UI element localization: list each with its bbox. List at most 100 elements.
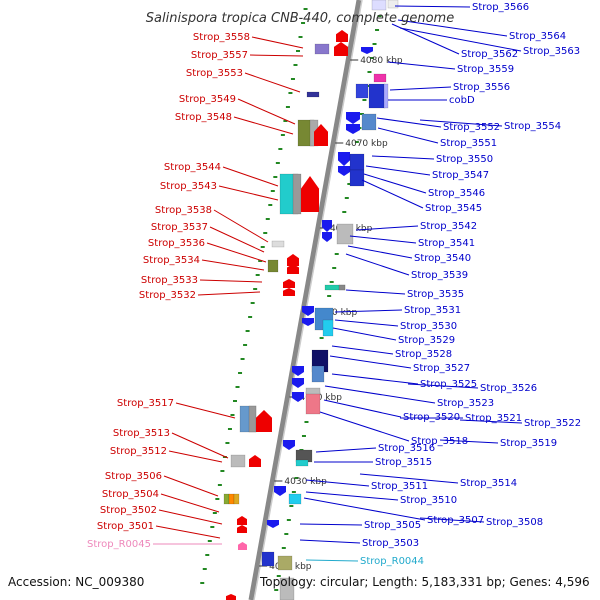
gene-arrow-reverse bbox=[292, 366, 304, 376]
tick-mark bbox=[240, 358, 245, 360]
gene-label-left: Strop_3553 bbox=[186, 68, 243, 79]
gene-label-right: Strop_3525 bbox=[420, 379, 477, 390]
leader-line bbox=[155, 525, 221, 539]
gene-label-right: Strop_3545 bbox=[425, 203, 482, 214]
gene-label-right: Strop_3566 bbox=[472, 2, 529, 13]
tick-mark bbox=[220, 470, 225, 472]
gene-label-right: Strop_R0044 bbox=[360, 556, 424, 567]
tick-mark bbox=[268, 204, 273, 206]
gene-label-right: Strop_3508 bbox=[486, 517, 543, 528]
gene-box bbox=[322, 319, 334, 337]
tick-mark bbox=[377, 15, 382, 17]
gene-label-left: Strop_3512 bbox=[110, 446, 167, 457]
tick-mark bbox=[284, 533, 289, 535]
tick-mark bbox=[230, 414, 235, 416]
gene-label-left: Strop_3538 bbox=[155, 205, 212, 216]
gene-arrow-forward bbox=[226, 594, 236, 600]
topology-text: Topology: circular; Length: 5,183,331 bp… bbox=[259, 575, 590, 589]
leader-line bbox=[171, 432, 229, 459]
gene-box bbox=[305, 391, 321, 415]
leader-line bbox=[331, 345, 394, 355]
gene-label-right: Strop_3551 bbox=[440, 138, 497, 149]
leader-line bbox=[222, 166, 279, 187]
gene-box bbox=[338, 284, 346, 291]
tick-mark bbox=[238, 372, 243, 374]
leader-line bbox=[397, 19, 508, 37]
kbp-label: 4080 kbp bbox=[360, 56, 403, 66]
gene-label-right: Strop_3550 bbox=[436, 154, 493, 165]
tick-mark bbox=[289, 505, 294, 507]
gene-arrow-reverse bbox=[292, 378, 304, 388]
tick-mark bbox=[200, 582, 205, 584]
tick-mark bbox=[296, 50, 300, 52]
gene-box bbox=[292, 173, 302, 215]
tick-mark bbox=[372, 43, 377, 45]
gene-arrow-reverse bbox=[361, 47, 373, 54]
gene-arrow-forward bbox=[334, 42, 348, 56]
tick-mark bbox=[265, 218, 270, 220]
tick-mark bbox=[285, 106, 290, 108]
tick-mark bbox=[276, 575, 281, 577]
gene-arrow-forward bbox=[314, 124, 328, 146]
leader-line bbox=[365, 165, 431, 176]
tick-mark bbox=[370, 57, 374, 59]
leader-line bbox=[334, 319, 399, 327]
tick-mark bbox=[210, 526, 215, 528]
gene-box bbox=[267, 259, 279, 273]
gene-arrow-reverse bbox=[274, 486, 286, 496]
tick-mark bbox=[227, 428, 232, 430]
tick-mark bbox=[248, 316, 253, 318]
genome-backbone bbox=[248, 0, 362, 600]
tick-mark bbox=[217, 484, 222, 486]
gene-arrow-reverse bbox=[267, 520, 279, 528]
gene-label-left: Strop_3537 bbox=[151, 222, 208, 233]
leader-line bbox=[160, 493, 220, 513]
leader-line bbox=[175, 402, 236, 419]
gene-label-right: Strop_3522 bbox=[524, 418, 581, 429]
gene-label-right: Strop_3564 bbox=[509, 31, 566, 42]
gene-box bbox=[288, 493, 302, 505]
leader-line bbox=[394, 5, 471, 8]
leader-line bbox=[323, 399, 402, 418]
kbp-label: 4070 kbp bbox=[345, 139, 388, 149]
gene-label-right: Strop_3562 bbox=[461, 49, 518, 60]
tick-mark bbox=[347, 183, 352, 185]
tick-mark bbox=[344, 197, 349, 199]
accession-text: Accession: NC_009380 bbox=[8, 575, 144, 589]
leader-line bbox=[363, 173, 427, 194]
gene-arrow-forward bbox=[237, 525, 247, 533]
leader-line bbox=[345, 253, 410, 276]
tick-mark bbox=[278, 148, 283, 150]
leader-line bbox=[439, 439, 499, 444]
tick-mark bbox=[281, 547, 286, 549]
gene-arrow-forward bbox=[301, 176, 319, 212]
gene-label-right: Strop_3529 bbox=[398, 335, 455, 346]
leader-line bbox=[319, 411, 410, 442]
leader-line bbox=[168, 450, 223, 463]
leader-line bbox=[355, 225, 419, 231]
genome-backbone-highlight bbox=[253, 0, 363, 600]
gene-label-right: Strop_3554 bbox=[504, 121, 561, 132]
leader-line bbox=[377, 127, 439, 144]
leader-line bbox=[197, 291, 261, 296]
tick-mark bbox=[362, 99, 367, 101]
leader-line bbox=[347, 245, 413, 259]
tick-mark bbox=[202, 568, 207, 570]
leader-line bbox=[407, 383, 479, 389]
gene-label-left: Strop_3532 bbox=[139, 290, 196, 301]
gene-arrow-reverse bbox=[338, 152, 350, 166]
gene-arrow-reverse bbox=[322, 220, 332, 232]
gene-box bbox=[387, 0, 399, 9]
gene-box bbox=[306, 91, 320, 98]
gene-box bbox=[305, 387, 321, 395]
gene-label-left: Strop_3548 bbox=[175, 112, 232, 123]
leader-line bbox=[361, 179, 424, 209]
gene-box bbox=[336, 223, 354, 245]
gene-label-left: Strop_3533 bbox=[141, 275, 198, 286]
gene-box bbox=[233, 493, 240, 505]
tick-mark bbox=[298, 36, 303, 38]
gene-label-right: Strop_3552 bbox=[443, 122, 500, 133]
tick-mark bbox=[258, 260, 263, 262]
tick-mark bbox=[354, 141, 359, 143]
